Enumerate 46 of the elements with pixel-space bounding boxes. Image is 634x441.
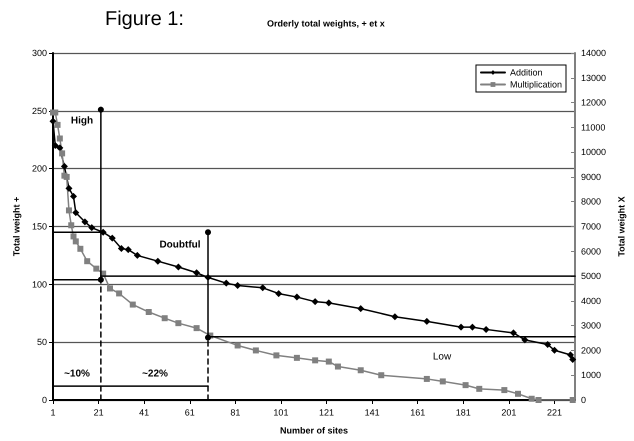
x-tick-label: 61 <box>184 408 195 418</box>
y-tick-label: 150 <box>32 222 47 232</box>
y2-tick-label: 4000 <box>581 296 602 306</box>
y2-tick-label: 3000 <box>581 320 602 331</box>
annotation: ~10% <box>64 368 90 380</box>
annotation: Doubtful <box>159 240 201 250</box>
annotation: Low <box>432 352 452 362</box>
x-tick-label: 141 <box>364 408 380 418</box>
x-tick-label: 1 <box>50 408 56 418</box>
x-tick-label: 221 <box>546 408 562 418</box>
y2-tick-label: 14000 <box>581 48 606 58</box>
x-tick-label: 201 <box>501 408 516 418</box>
y-tick-label: 200 <box>32 164 47 174</box>
y2-tick-label: 2000 <box>581 345 602 356</box>
y-tick-label: 250 <box>32 106 47 116</box>
x-tick-label: 41 <box>139 408 150 418</box>
y2-axis-title: Total weight X <box>616 196 626 257</box>
x-tick-label: 161 <box>410 408 426 418</box>
y2-tick-label: 0 <box>581 395 586 405</box>
y2-tick-label: 8000 <box>581 196 602 207</box>
y2-tick-label: 5000 <box>581 271 602 282</box>
y-tick-label: 100 <box>32 279 47 290</box>
annotation: High <box>70 116 94 126</box>
x-tick-label: 21 <box>94 408 104 418</box>
y2-tick-label: 6000 <box>581 246 602 256</box>
y2-tick-label: 7000 <box>581 222 602 232</box>
y2-tick-label: 11000 <box>581 122 606 132</box>
legend-label: Addition <box>510 68 543 78</box>
y-tick-label: 0 <box>42 395 47 405</box>
y2-tick-label: 10000 <box>581 147 606 158</box>
y-tick-label: 50 <box>36 337 47 348</box>
y2-tick-label: 9000 <box>581 172 602 182</box>
y-axis-title: Total weight + <box>12 196 22 256</box>
x-tick-label: 121 <box>319 408 334 418</box>
annotation: ~22% <box>142 368 168 380</box>
y-tick-label: 300 <box>32 48 47 58</box>
y2-tick-label: 12000 <box>581 98 606 108</box>
x-axis-title: Number of sites <box>280 426 348 436</box>
x-tick-label: 81 <box>230 408 240 418</box>
x-tick-label: 101 <box>273 408 288 418</box>
chart-title: Figure 1: <box>105 8 184 30</box>
legend-label: Multiplication <box>510 80 562 90</box>
y2-tick-label: 1000 <box>581 370 602 380</box>
y2-tick-label: 13000 <box>581 72 606 83</box>
x-tick-label: 181 <box>456 408 471 418</box>
chart-subtitle: Orderly total weights, + et x <box>267 18 385 28</box>
